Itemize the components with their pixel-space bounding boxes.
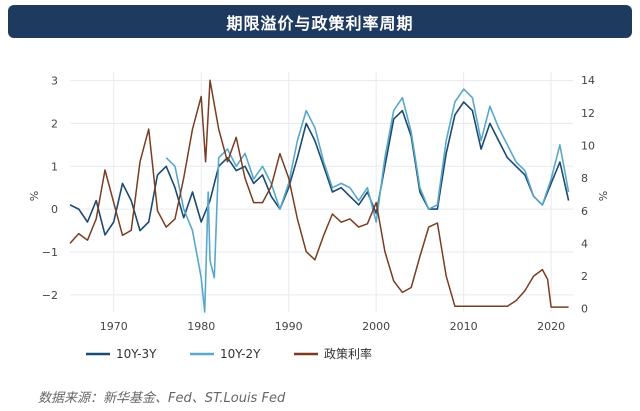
- x-tick-label: 2000: [362, 320, 390, 333]
- grid-layer: [70, 72, 573, 312]
- y-right-tick-label: 8: [581, 172, 588, 185]
- title-bar: 期限溢价与政策利率周期: [8, 5, 632, 38]
- y-right-tick-label: 0: [581, 303, 588, 316]
- y-right-tick-label: 4: [581, 237, 588, 250]
- axis-layer: 1970 1980 1990 2000 2010 2020−2−1012302468101…: [28, 74, 610, 333]
- y-right-tick-label: 10: [581, 139, 595, 152]
- legend-label-1: 10Y-3Y: [116, 347, 157, 361]
- y-right-tick-label: 12: [581, 107, 595, 120]
- y-left-axis-title: %: [28, 191, 41, 201]
- y-right-tick-label: 14: [581, 74, 595, 87]
- y-left-tick-label: −2: [42, 289, 58, 302]
- y-left-tick-label: −1: [42, 246, 58, 259]
- y-left-tick-label: 2: [51, 117, 58, 130]
- y-right-tick-label: 2: [581, 270, 588, 283]
- series-layer: [69, 79, 570, 313]
- x-tick-label: 1990: [275, 320, 303, 333]
- series-line-2: [165, 88, 570, 313]
- legend-label-2: 10Y-2Y: [220, 347, 261, 361]
- y-right-tick-label: 6: [581, 205, 588, 218]
- source-note: 数据来源：新华基金、Fed、ST.Louis Fed: [38, 391, 286, 406]
- series-line-3: [69, 79, 569, 308]
- series-line-1: [69, 101, 570, 236]
- y-left-tick-label: 1: [51, 160, 58, 173]
- legend-label-3: 政策利率: [324, 346, 372, 361]
- y-left-tick-label: 3: [51, 75, 58, 88]
- x-tick-label: 1980: [187, 320, 215, 333]
- y-left-tick-label: 0: [51, 203, 58, 216]
- legend: 10Y-3Y 10Y-2Y 政策利率: [86, 346, 372, 361]
- x-tick-label: 2010: [450, 320, 478, 333]
- chart-title: 期限溢价与政策利率周期: [226, 13, 414, 33]
- x-tick-label: 1970: [100, 320, 128, 333]
- x-tick-label: 2020: [537, 320, 565, 333]
- y-right-axis-title: %: [597, 191, 610, 201]
